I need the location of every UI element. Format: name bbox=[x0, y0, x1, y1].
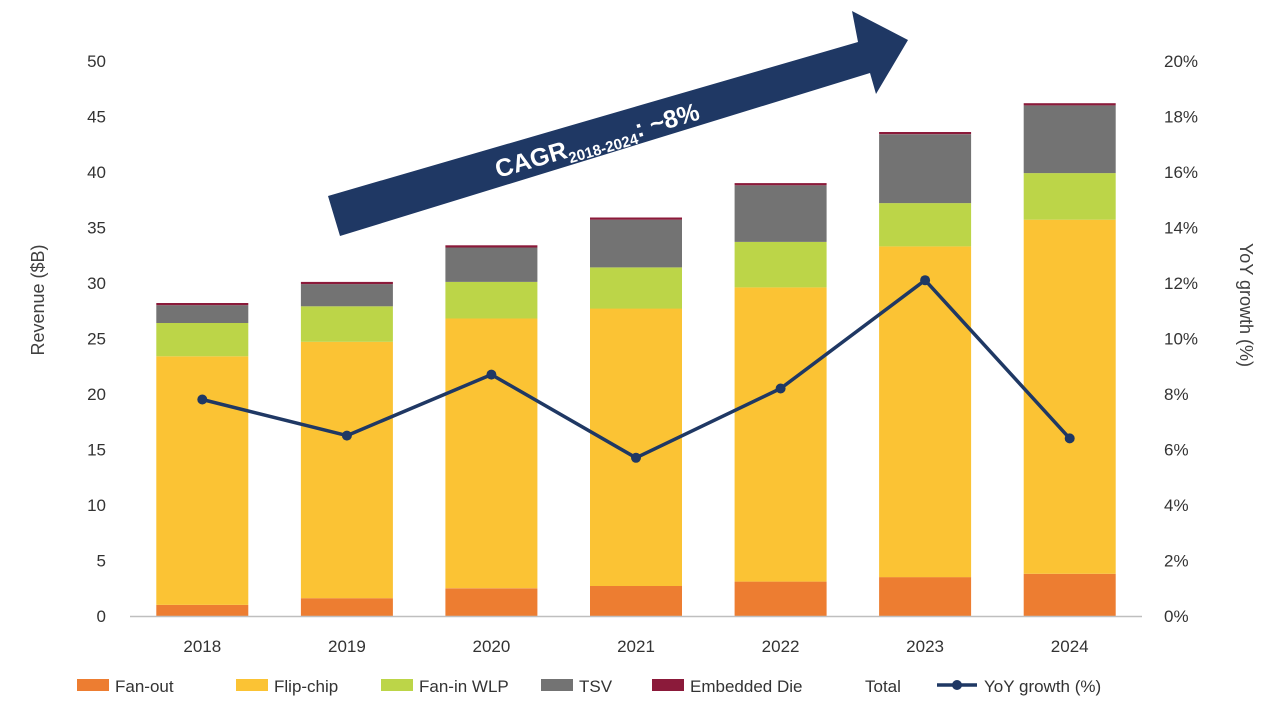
bar-tsv-2024 bbox=[1023, 105, 1116, 174]
x-tick-label: 2018 bbox=[183, 637, 221, 656]
y2-tick-label: 16% bbox=[1164, 163, 1198, 182]
bar-embedded-die-2023 bbox=[879, 132, 972, 135]
bar-flip-chip-2022 bbox=[734, 287, 827, 582]
y-tick-label: 5 bbox=[97, 552, 106, 571]
y-tick-label: 45 bbox=[87, 108, 106, 127]
legend-label: Fan-in WLP bbox=[419, 677, 509, 696]
stacked-bars bbox=[156, 103, 1116, 617]
bar-fan-out-2021 bbox=[590, 586, 682, 616]
y-tick-label: 25 bbox=[87, 330, 106, 349]
bar-fan-in-wlp-2020 bbox=[445, 281, 538, 319]
y2-tick-label: 14% bbox=[1164, 219, 1198, 238]
y2-tick-label: 8% bbox=[1164, 385, 1189, 404]
yoy-point-2022 bbox=[775, 383, 786, 394]
bar-embedded-die-2019 bbox=[300, 281, 393, 285]
bar-fan-out-2023 bbox=[879, 577, 972, 616]
bar-flip-chip-2020 bbox=[445, 318, 538, 589]
x-tick-label: 2021 bbox=[617, 637, 655, 656]
bar-fan-out-2019 bbox=[300, 598, 393, 616]
legend-line-marker bbox=[952, 680, 962, 690]
legend-swatch bbox=[541, 679, 573, 691]
bar-tsv-2021 bbox=[590, 219, 682, 268]
legend-total-label: Total bbox=[865, 677, 901, 696]
y2-axis-title: YoY growth (%) bbox=[1236, 243, 1256, 367]
bar-flip-chip-2023 bbox=[879, 246, 972, 578]
yoy-point-2023 bbox=[920, 275, 931, 286]
bar-embedded-die-2022 bbox=[734, 183, 827, 186]
legend-label: Fan-out bbox=[115, 677, 174, 696]
legend-label: Embedded Die bbox=[690, 677, 802, 696]
yoy-point-2018 bbox=[197, 394, 208, 405]
y-tick-label: 10 bbox=[87, 496, 106, 515]
bar-fan-out-2022 bbox=[734, 581, 827, 616]
legend-swatch bbox=[652, 679, 684, 691]
bar-fan-out-2020 bbox=[445, 588, 538, 617]
y2-tick-label: 0% bbox=[1164, 607, 1189, 626]
bar-tsv-2022 bbox=[734, 185, 827, 242]
bar-fan-in-wlp-2023 bbox=[879, 203, 972, 247]
bar-tsv-2018 bbox=[156, 305, 249, 323]
x-tick-label: 2023 bbox=[906, 637, 944, 656]
y-tick-label: 35 bbox=[87, 219, 106, 238]
y-tick-label: 0 bbox=[97, 607, 106, 626]
bar-fan-in-wlp-2021 bbox=[590, 267, 682, 309]
legend-swatch bbox=[381, 679, 413, 691]
y2-tick-label: 10% bbox=[1164, 330, 1198, 349]
bar-embedded-die-2020 bbox=[445, 245, 538, 248]
y2-tick-label: 6% bbox=[1164, 441, 1189, 460]
y2-tick-label: 20% bbox=[1164, 52, 1198, 71]
y2-tick-label: 2% bbox=[1164, 552, 1189, 571]
legend-swatch bbox=[77, 679, 109, 691]
y-tick-label: 15 bbox=[87, 441, 106, 460]
yoy-point-2021 bbox=[631, 452, 641, 463]
bar-fan-out-2024 bbox=[1023, 573, 1116, 616]
bar-flip-chip-2018 bbox=[156, 356, 249, 605]
yoy-growth-line bbox=[197, 275, 1075, 463]
bar-fan-in-wlp-2018 bbox=[156, 323, 249, 357]
y2-tick-label: 18% bbox=[1164, 108, 1198, 127]
bar-tsv-2019 bbox=[300, 284, 393, 307]
bar-fan-in-wlp-2019 bbox=[300, 306, 393, 342]
bar-flip-chip-2021 bbox=[590, 308, 682, 586]
legend: Fan-out Flip-chip Fan-in WLP TSV Embedded Di… bbox=[77, 677, 1101, 696]
y-tick-label: 20 bbox=[87, 385, 106, 404]
bar-tsv-2020 bbox=[445, 247, 538, 282]
legend-swatch bbox=[236, 679, 268, 691]
bar-fan-in-wlp-2022 bbox=[734, 241, 827, 288]
legend-yoy-label: YoY growth (%) bbox=[984, 677, 1101, 696]
legend-label: Flip-chip bbox=[274, 677, 338, 696]
x-tick-label: 2022 bbox=[762, 637, 800, 656]
y-tick-label: 50 bbox=[87, 52, 106, 71]
yoy-point-2024 bbox=[1064, 433, 1075, 444]
bar-fan-in-wlp-2024 bbox=[1023, 173, 1116, 220]
x-tick-label: 2024 bbox=[1051, 637, 1089, 656]
bar-flip-chip-2019 bbox=[300, 341, 393, 599]
bar-tsv-2023 bbox=[879, 134, 972, 204]
axes: 2018 2019 2020 2021 2022 2023 2024 0 5 10 15 20 25 30… bbox=[28, 52, 1256, 656]
bar-embedded-die-2018 bbox=[156, 303, 249, 306]
bar-embedded-die-2024 bbox=[1023, 103, 1116, 106]
y2-tick-label: 12% bbox=[1164, 274, 1198, 293]
bar-fan-out-2018 bbox=[156, 604, 249, 616]
x-tick-label: 2019 bbox=[328, 637, 366, 656]
bar-embedded-die-2021 bbox=[590, 217, 682, 220]
bar-flip-chip-2024 bbox=[1023, 219, 1116, 574]
yoy-point-2019 bbox=[341, 430, 352, 441]
x-tick-label: 2020 bbox=[472, 637, 510, 656]
legend-label: TSV bbox=[579, 677, 613, 696]
y-axis-title: Revenue ($B) bbox=[28, 244, 48, 355]
y-tick-label: 40 bbox=[87, 163, 106, 182]
cagr-arrow-shape bbox=[328, 11, 908, 236]
y-tick-label: 30 bbox=[87, 274, 106, 293]
yoy-point-2020 bbox=[486, 369, 497, 380]
y2-tick-label: 4% bbox=[1164, 496, 1189, 515]
